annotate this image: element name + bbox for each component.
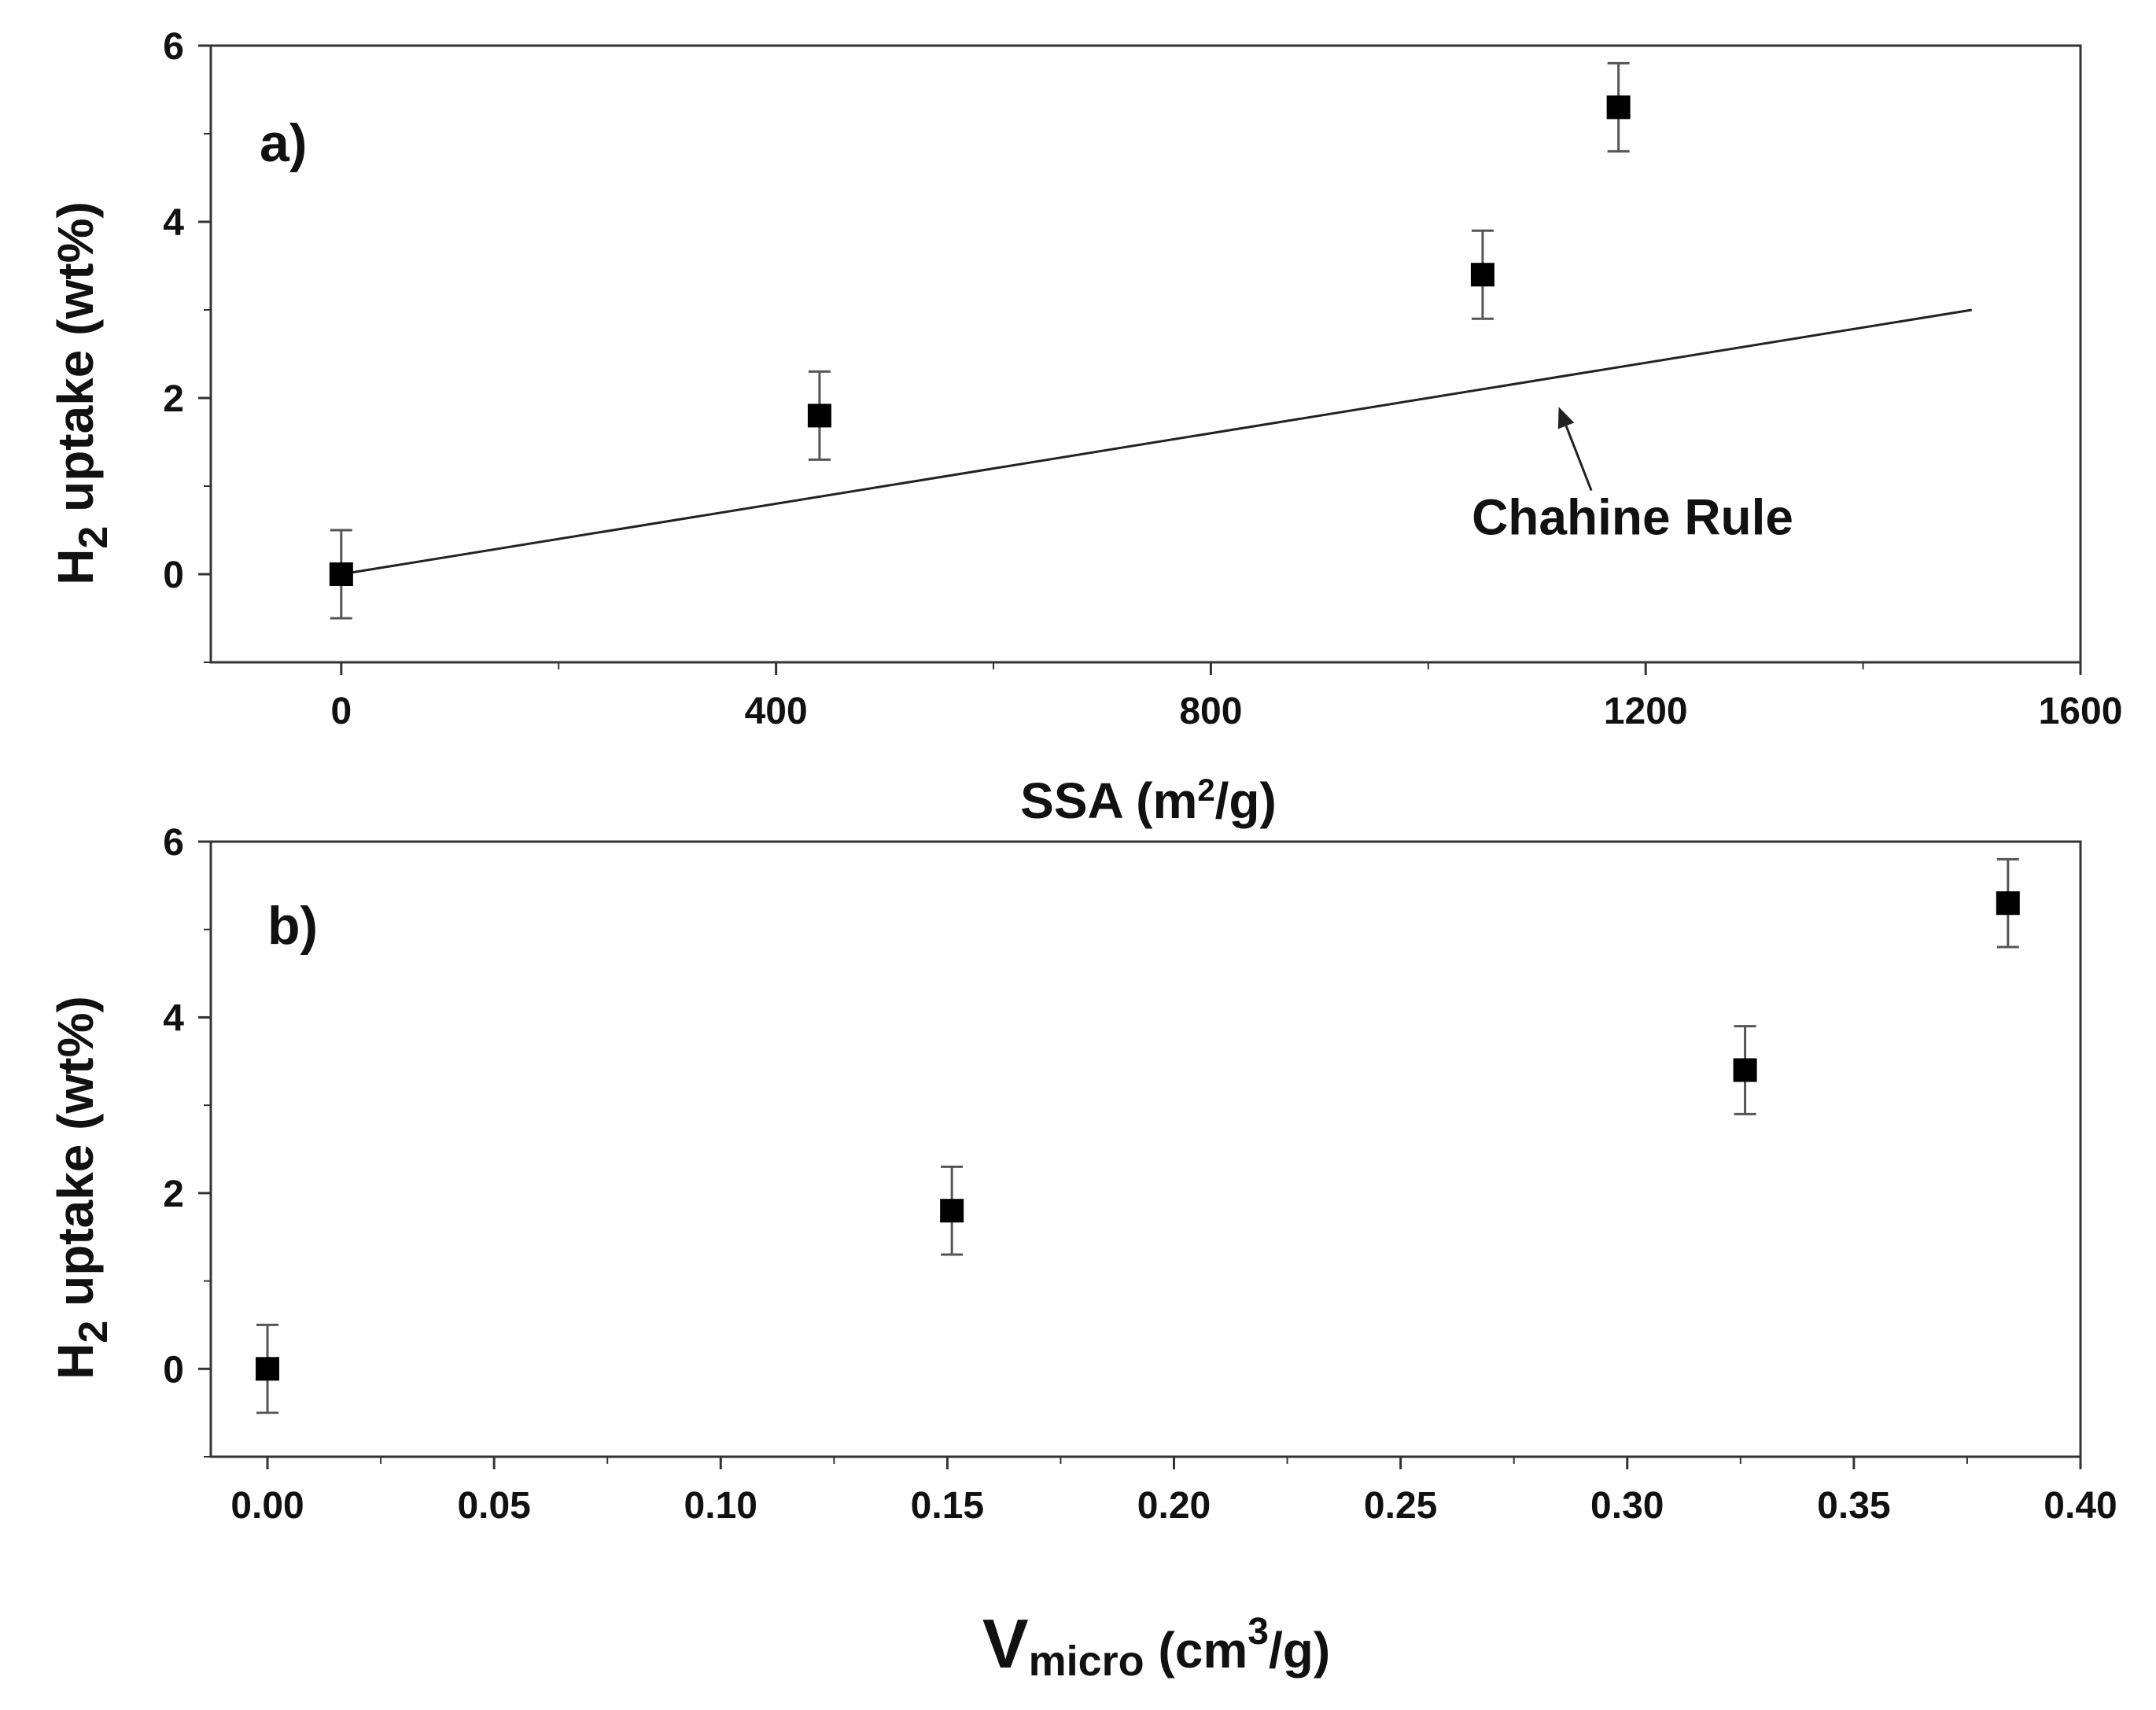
x-tick-label: 0.25 [1364, 1485, 1437, 1527]
panel-b: 0.00 0.05 0.10 0.15 0.20 0.25 0.30 0.35 0.40 0 2 4 6… [47, 822, 2117, 1685]
chahine-rule-line [341, 308, 1973, 576]
panel-a-ticks: 0 400 800 1200 1600 0 2 4 6 [163, 26, 2122, 732]
x-tick-label: 0.15 [911, 1485, 984, 1527]
x-tick-label: 0.30 [1590, 1485, 1664, 1527]
x-tick-label: 0.00 [230, 1485, 304, 1527]
panel-a-data-points [329, 61, 1631, 620]
chahine-rule-arrow [1564, 425, 1593, 492]
y-tick-label: 4 [163, 997, 184, 1039]
data-point [256, 1323, 280, 1414]
data-point [1733, 1025, 1757, 1115]
x-tick-label: 0.20 [1137, 1485, 1211, 1527]
panel-b-x-axis-title: Vmicro (cm3/g) [982, 1605, 1330, 1685]
data-point [940, 1165, 964, 1256]
panel-a: 0 400 800 1200 1600 0 2 4 6 a) Chahine Rule SSA … [47, 26, 2122, 829]
data-point [1996, 857, 2020, 949]
chahine-rule-label: Chahine Rule [1472, 489, 1793, 546]
panel-a-label: a) [260, 113, 307, 173]
square-marker [1470, 263, 1494, 287]
x-tick-label: 1600 [2039, 691, 2123, 732]
panel-b-plot-frame [209, 840, 2082, 1458]
square-marker [329, 562, 353, 586]
panel-b-data-points [256, 857, 2020, 1414]
data-point [329, 529, 353, 620]
data-point [807, 370, 831, 461]
panel-a-reference-line [341, 308, 1973, 576]
chahine-rule-arrowhead [1557, 407, 1575, 429]
x-tick-label: 0.35 [1817, 1485, 1890, 1527]
data-point [1470, 229, 1494, 320]
y-tick-label: 2 [163, 378, 184, 420]
panel-b-label: b) [267, 896, 318, 956]
y-tick-label: 2 [163, 1174, 184, 1215]
square-marker [256, 1357, 280, 1381]
panel-a-x-axis-title: SSA (m2/g) [1020, 772, 1277, 829]
x-tick-label: 0.05 [457, 1485, 530, 1527]
square-marker [940, 1199, 964, 1223]
chahine-rule-annotation: Chahine Rule [1472, 407, 1793, 546]
data-point [1606, 61, 1631, 153]
y-tick-label: 0 [163, 555, 184, 596]
panel-b-ticks: 0.00 0.05 0.10 0.15 0.20 0.25 0.30 0.35 0.40 0 2 4 6 [163, 822, 2117, 1527]
square-marker [1606, 95, 1631, 120]
x-tick-label: 0.40 [2044, 1485, 2117, 1527]
x-tick-label: 1200 [1604, 691, 1688, 732]
y-tick-label: 0 [163, 1349, 184, 1391]
panel-a-plot-frame [209, 44, 2082, 664]
panel-b-y-axis-title: H2 uptake (wt%) [47, 996, 116, 1380]
y-tick-label: 6 [163, 26, 184, 68]
square-marker [807, 404, 831, 428]
x-tick-label: 0.10 [684, 1485, 757, 1527]
x-tick-label: 0 [330, 691, 352, 732]
x-tick-label: 800 [1179, 691, 1242, 732]
y-tick-label: 6 [163, 822, 184, 864]
square-marker [1733, 1058, 1757, 1082]
panel-a-y-axis-title: H2 uptake (wt%) [47, 201, 116, 585]
square-marker [1996, 891, 2020, 916]
x-tick-label: 400 [745, 691, 808, 732]
y-tick-label: 4 [163, 202, 184, 244]
